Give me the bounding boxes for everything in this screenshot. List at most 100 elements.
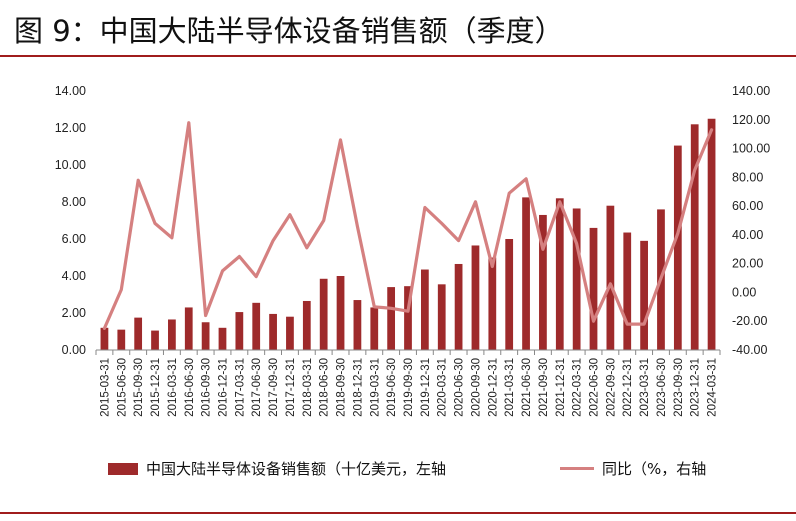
x-tick-label: 2020-03-31 [437,358,449,417]
y-left-tick-label: 12.00 [55,121,86,135]
x-tick-label: 2024-03-31 [707,358,719,417]
bar [286,316,294,350]
x-tick-label: 2023-03-31 [639,358,651,417]
x-tick-label: 2022-12-31 [622,358,634,417]
y-left-tick-label: 8.00 [62,195,86,209]
bar [168,319,176,350]
bar [505,239,514,350]
bar [623,232,632,350]
y-left-tick-label: 10.00 [55,158,86,172]
x-tick-label: 2020-09-30 [470,358,482,417]
bar [353,300,362,350]
legend-item-sales: 中国大陆半导体设备销售额（十亿美元，左轴 [108,458,446,479]
legend-line-swatch [560,467,594,470]
y-left-tick-label: 6.00 [62,232,86,246]
bar [589,227,598,350]
bar [201,322,210,350]
x-tick-label: 2023-12-31 [690,358,702,417]
y-right-tick-label: 0.00 [732,285,756,299]
x-tick-label: 2022-09-30 [605,358,617,417]
bar [555,198,564,350]
bar [134,317,143,350]
x-tick-label: 2019-09-30 [403,358,415,417]
bar [302,300,311,350]
y-left-tick-label: 4.00 [62,269,86,283]
y-right-tick-label: -40.00 [732,343,767,357]
bar [184,307,193,350]
y-right-tick-label: 100.00 [732,142,770,156]
x-tick-label: 2019-12-31 [420,358,432,417]
x-tick-label: 2018-12-31 [352,358,364,417]
bar [269,313,277,350]
x-tick-label: 2018-03-31 [302,358,314,417]
bar [539,214,547,350]
legend-item-yoy: 同比（%，右轴 [560,458,706,479]
x-tick-label: 2016-12-31 [217,358,229,417]
bar [572,208,581,350]
x-tick-label: 2016-06-30 [184,358,196,417]
y-left-tick-label: 0.00 [62,343,86,357]
y-left-tick-label: 14.00 [55,84,86,98]
bar [454,263,463,350]
bar [707,118,716,350]
x-tick-label: 2021-09-30 [538,358,550,417]
x-tick-label: 2022-03-31 [572,358,584,417]
x-tick-label: 2017-06-30 [251,358,263,417]
bar [420,269,429,350]
x-tick-label: 2015-06-30 [116,358,128,417]
bottom-divider [0,512,796,514]
x-tick-label: 2021-03-31 [504,358,516,417]
bar [218,327,227,350]
bar [319,278,328,350]
title-bar: 图 9：中国大陆半导体设备销售额（季度） [0,0,796,56]
y-left-tick-label: 2.00 [62,306,86,320]
legend: 中国大陆半导体设备销售额（十亿美元，左轴 同比（%，右轴 [0,452,796,486]
bar [488,257,497,350]
y-right-tick-label: 20.00 [732,257,763,271]
chart: 0.00 2.00 4.00 6.00 8.00 10.00 12.00 14.00 -40.0… [55,84,771,417]
bar [690,124,699,350]
x-tick-label: 2017-09-30 [268,358,280,417]
x-tick-label: 2019-06-30 [386,358,398,417]
x-tick-label: 2017-12-31 [285,358,297,417]
bar [437,284,446,350]
bar [404,286,412,350]
page-title: 图 9：中国大陆半导体设备销售额（季度） [14,14,564,48]
x-tick-label: 2023-09-30 [673,358,685,417]
x-tick-label: 2023-06-30 [656,358,668,417]
legend-label-yoy: 同比（%，右轴 [602,460,707,478]
x-tick-label: 2015-12-31 [150,358,162,417]
y-right-tick-label: 40.00 [732,228,763,242]
y-right-tick-label: 80.00 [732,170,763,184]
bar [100,327,109,350]
bar [370,307,379,350]
legend-bar-swatch [108,462,138,475]
y-right-tick-label: 60.00 [732,199,763,213]
x-tick-label: 2017-03-31 [234,358,246,417]
bar [673,145,682,350]
legend-label-sales: 中国大陆半导体设备销售额（十亿美元，左轴 [146,460,447,478]
bar [387,287,396,350]
bar [606,205,615,350]
bar [151,330,159,350]
y-right-tick-label: 140.00 [732,84,770,98]
y-right-tick-label: 120.00 [732,113,770,127]
x-tick-label: 2015-09-30 [133,358,145,417]
bar [640,240,648,350]
bar [522,197,530,350]
x-tick-label: 2019-03-31 [369,358,381,417]
x-tick-label: 2018-09-30 [336,358,348,417]
bar [235,312,244,350]
x-tick-label: 2022-06-30 [589,358,601,417]
x-tick-label: 2021-12-31 [555,358,567,417]
x-tick-label: 2018-06-30 [319,358,331,417]
top-divider [0,55,796,57]
yoy-line [102,121,714,330]
x-tick-label: 2020-12-31 [487,358,499,417]
x-tick-label: 2020-06-30 [454,358,466,417]
bar [471,245,480,350]
x-tick-label: 2016-03-31 [167,358,179,417]
bar [117,329,126,350]
x-tick-label: 2021-06-30 [521,358,533,417]
bar [336,276,345,350]
